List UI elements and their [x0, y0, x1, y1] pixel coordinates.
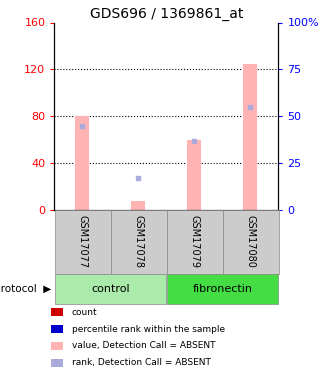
Point — [248, 104, 253, 110]
Title: GDS696 / 1369861_at: GDS696 / 1369861_at — [90, 8, 243, 21]
Bar — [55, 210, 111, 274]
Text: control: control — [91, 284, 130, 294]
Bar — [55, 274, 166, 304]
Bar — [111, 210, 167, 274]
Text: GSM17079: GSM17079 — [189, 215, 199, 268]
Point — [80, 123, 85, 129]
Text: GSM17080: GSM17080 — [245, 215, 255, 268]
Bar — [167, 210, 223, 274]
Bar — [51, 359, 63, 367]
Bar — [223, 210, 279, 274]
Text: fibronectin: fibronectin — [192, 284, 252, 294]
Text: protocol  ▶: protocol ▶ — [0, 284, 51, 294]
Text: GSM17078: GSM17078 — [133, 215, 143, 268]
Text: count: count — [72, 308, 97, 316]
Bar — [132, 201, 145, 210]
Bar — [51, 308, 63, 316]
Text: value, Detection Call = ABSENT: value, Detection Call = ABSENT — [72, 341, 215, 350]
Bar — [244, 63, 257, 210]
Bar — [51, 342, 63, 350]
Text: rank, Detection Call = ABSENT: rank, Detection Call = ABSENT — [72, 358, 211, 368]
Bar — [76, 116, 89, 210]
Bar — [51, 325, 63, 333]
Text: percentile rank within the sample: percentile rank within the sample — [72, 324, 225, 334]
Text: GSM17077: GSM17077 — [77, 215, 87, 268]
Bar — [167, 274, 278, 304]
Point — [192, 138, 197, 144]
Point — [136, 175, 141, 181]
Bar — [188, 140, 201, 210]
